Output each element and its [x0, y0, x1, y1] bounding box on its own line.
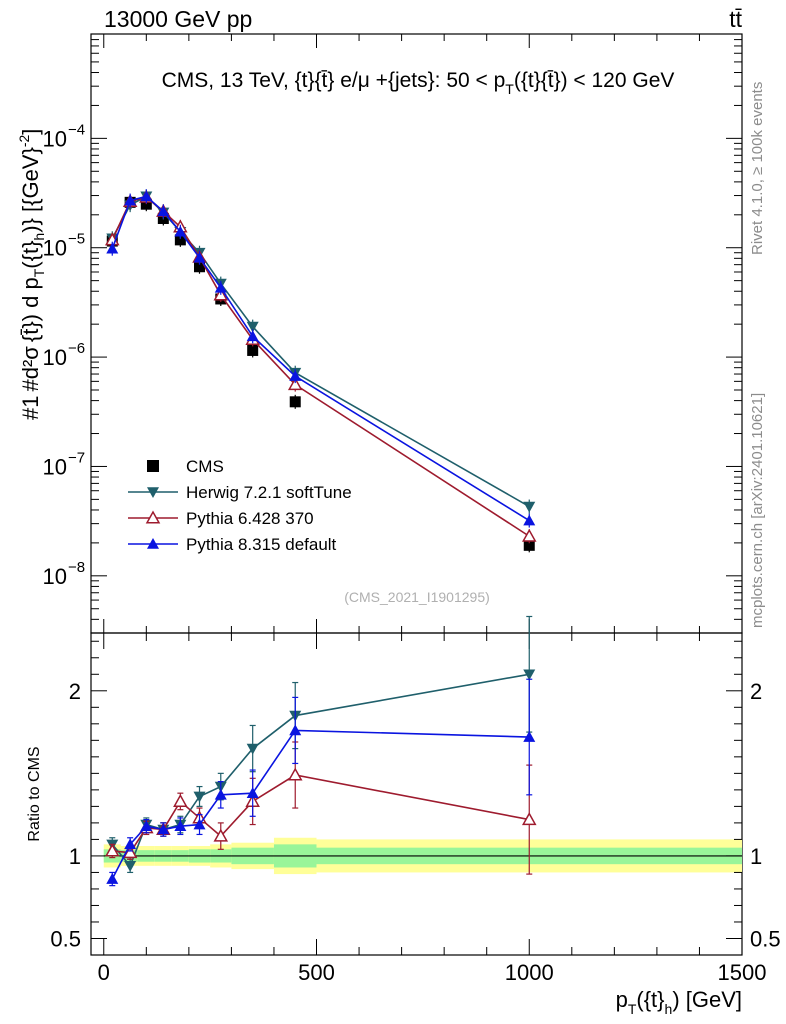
main-series-layer [104, 189, 537, 553]
main-y-tick-label: 10 [43, 454, 67, 479]
ratio-marker-pythia6 [104, 843, 120, 857]
ratio-marker-pythia8 [193, 818, 206, 830]
marker-pythia8 [214, 281, 227, 293]
ratio-line-herwig [111, 673, 530, 868]
series-line-pythia8 [111, 195, 530, 522]
main-y-tick-label: 10 [43, 126, 67, 151]
main-y-tick-exponent: −4 [68, 121, 85, 138]
legend-marker-cms [147, 460, 159, 472]
legend-marker-pythia6 [145, 510, 161, 524]
main-y-tick-exponent: −8 [68, 559, 85, 576]
ratio-panel: 0.5 0.5 1 1 2 2 0 500 1000 1500 [50, 615, 781, 985]
marker-pythia8 [523, 514, 536, 526]
ratio-line-pythia8 [111, 729, 530, 880]
analysis-watermark: (CMS_2021_I1901295) [344, 589, 490, 605]
x-tick-label: 1500 [718, 960, 767, 985]
rivet-version-label: Rivet 4.1.0, ≥ 100k events [749, 82, 766, 255]
ratio-marker-pythia8 [157, 823, 170, 835]
marker-pythia8 [193, 251, 206, 263]
marker-cms [289, 396, 301, 408]
ratio-y-tick-label-right: 1 [750, 844, 762, 869]
marker-cms [174, 234, 186, 246]
header-energy-label: 13000 GeV pp [104, 6, 252, 32]
ratio-marker-herwig [124, 861, 137, 872]
ratio-marker-pythia6 [521, 812, 537, 826]
main-y-tick-exponent: −6 [68, 340, 85, 357]
ratio-marker-pythia8 [174, 820, 187, 831]
series-line-herwig [111, 195, 530, 508]
legend-label-pythia6: Pythia 6.428 370 [186, 509, 314, 528]
marker-herwig [246, 321, 259, 333]
main-y-tick-exponent: −7 [68, 449, 85, 466]
marker-pythia8 [174, 225, 187, 237]
ratio-frame [90, 632, 743, 956]
marker-cms [194, 261, 205, 273]
ratio-axis-ticks: 0.5 0.5 1 1 2 2 0 500 1000 1500 [50, 633, 781, 985]
ratio-y-tick-label: 1 [69, 844, 81, 869]
ratio-marker-pythia8 [124, 838, 137, 850]
ratio-y-tick-label-right: 0.5 [750, 926, 781, 951]
ratio-marker-pythia8 [214, 788, 227, 800]
marker-pythia6 [287, 377, 303, 391]
ratio-marker-pythia6 [287, 767, 303, 781]
ratio-marker-pythia8 [140, 820, 153, 831]
ratio-y-axis-label: Ratio to CMS [26, 746, 43, 841]
ratio-series-layer [104, 615, 537, 887]
marker-pythia8 [157, 205, 170, 217]
main-y-tick-exponent: −5 [68, 231, 85, 248]
marker-pythia8 [106, 242, 119, 254]
legend-label-cms: CMS [186, 457, 224, 476]
ratio-marker-pythia8 [523, 731, 536, 742]
ratio-marker-pythia8 [106, 873, 119, 884]
ratio-marker-herwig [193, 791, 206, 803]
y-label-text: #1#d²σ{t̄}) d pT({t}h)} [{GeV}-2] [16, 129, 47, 420]
marker-cms [140, 198, 152, 210]
ratio-line-pythia6 [112, 774, 530, 854]
legend-marker-herwig [147, 487, 159, 498]
x-tick-label: 0 [98, 960, 110, 985]
series-line-pythia6 [111, 196, 530, 537]
marker-pythia8 [289, 370, 302, 381]
ratio-marker-pythia8 [246, 787, 259, 798]
marker-pythia6 [521, 528, 537, 542]
marker-pythia8 [246, 330, 259, 342]
ratio-marker-pythia6 [173, 793, 188, 807]
ratio-y-tick-label: 2 [69, 679, 81, 704]
x-axis-label: pT({t}h) [GeV] [616, 987, 742, 1017]
ratio-marker-pythia6 [122, 845, 138, 859]
legend: CMS Herwig 7.2.1 softTune Pythia 6.428 370… [128, 457, 352, 554]
x-tick-label: 1000 [505, 960, 554, 985]
marker-pythia8 [124, 194, 137, 206]
legend-label-herwig: Herwig 7.2.1 softTune [186, 483, 352, 502]
main-y-axis-label: #1#d²σ{t̄}) d pT({t}h)} [{GeV}-2] [16, 129, 47, 420]
legend-marker-pythia8 [147, 538, 159, 549]
main-panel: CMS, 13 TeV, {t}{t̄} e/μ +{jets}: 50 < p… [43, 33, 743, 634]
header-process-label: tt̄ [729, 6, 742, 32]
chart-title: CMS, 13 TeV, {t}{t̄} e/μ +{jets}: 50 < p… [162, 69, 675, 97]
ratio-marker-pythia6 [213, 828, 229, 842]
legend-label-pythia8: Pythia 8.315 default [186, 535, 337, 554]
marker-cms [247, 344, 259, 356]
ratio-y-tick-label-right: 2 [750, 679, 762, 704]
ratio-marker-herwig [523, 669, 536, 681]
main-axis-ticks: 10−810−710−610−510−4 [43, 34, 743, 634]
marker-cms [523, 539, 535, 551]
ratio-y-tick-label: 0.5 [50, 926, 81, 951]
main-y-tick-label: 10 [43, 564, 67, 589]
mcplots-label: mcplots.cern.ch [arXiv:2401.10621] [749, 393, 766, 628]
x-tick-label: 500 [298, 960, 335, 985]
marker-herwig [523, 501, 536, 513]
main-y-tick-label: 10 [43, 345, 67, 370]
marker-pythia8 [140, 190, 153, 202]
main-y-tick-label: 10 [43, 236, 67, 261]
ratio-marker-pythia8 [289, 724, 302, 736]
ratio-marker-herwig [246, 743, 259, 755]
